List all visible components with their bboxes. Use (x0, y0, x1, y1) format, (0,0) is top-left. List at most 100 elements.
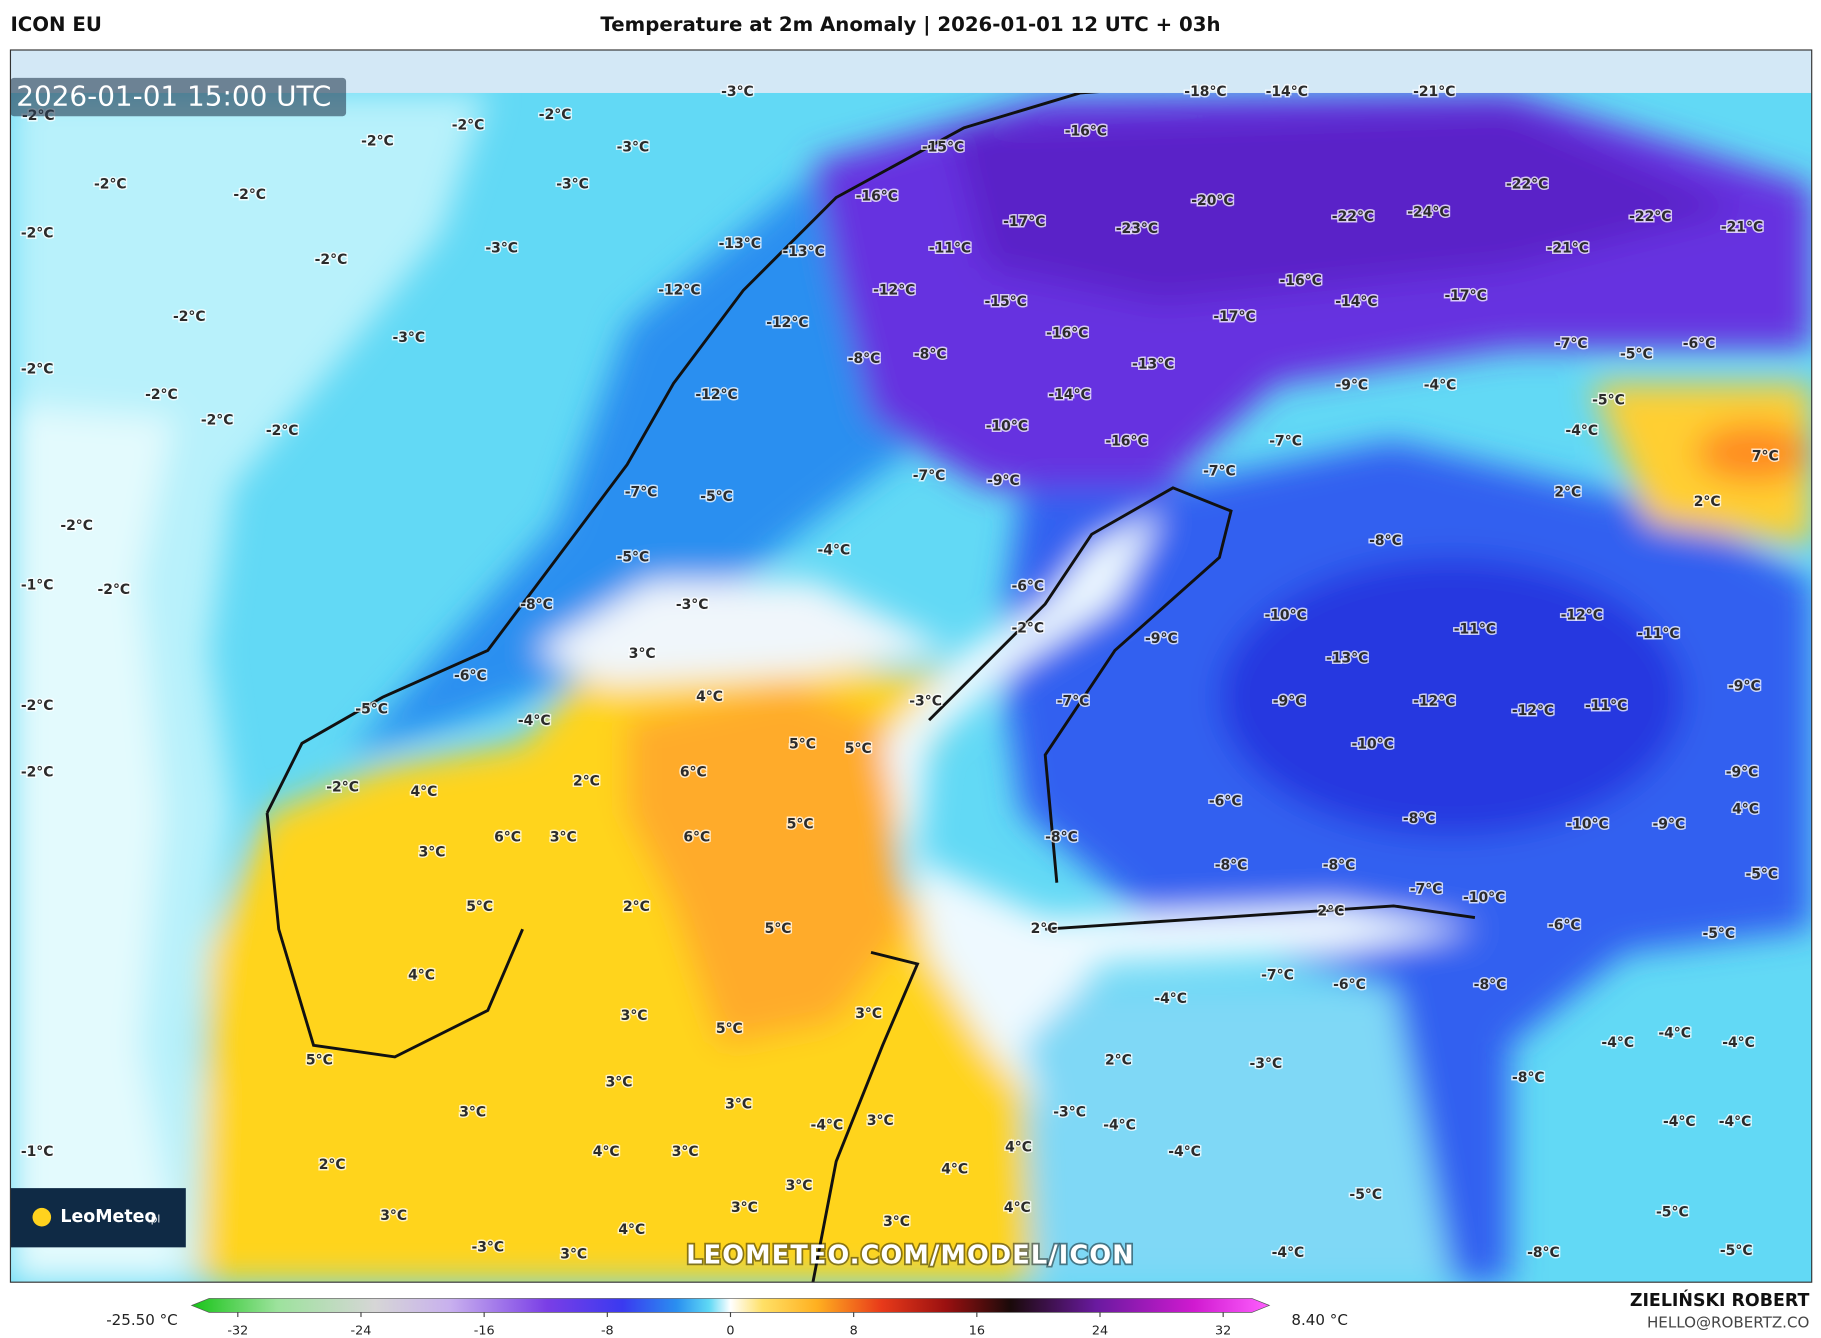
temperature-label: -23°C (1116, 221, 1158, 237)
temperature-label: -2°C (361, 134, 394, 150)
temperature-label: 4°C (1004, 1200, 1031, 1216)
temperature-label: -2°C (21, 225, 54, 241)
temperature-label: -15°C (922, 140, 964, 156)
colorbar-ramp (190, 1298, 1271, 1313)
temperature-label: 3°C (883, 1214, 910, 1230)
temperature-label: -8°C (1045, 829, 1078, 845)
temperature-label: -13°C (1132, 357, 1174, 373)
temperature-label: -3°C (1250, 1056, 1283, 1072)
temperature-label: 6°C (680, 764, 707, 780)
temperature-label: -2°C (21, 764, 54, 780)
temperature-label: -9°C (1726, 764, 1759, 780)
colorbar-tick-label: 32 (1215, 1323, 1231, 1338)
temperature-label: -8°C (1403, 811, 1436, 827)
temperature-label: -16°C (1105, 433, 1147, 449)
temperature-label: -4°C (811, 1117, 844, 1133)
temperature-label: 2°C (1554, 484, 1581, 500)
temperature-label: -2°C (201, 412, 234, 428)
temperature-label: -6°C (1209, 793, 1242, 809)
temperature-label: -12°C (1413, 694, 1455, 710)
temperature-label: -8°C (1369, 533, 1402, 549)
temperature-label: -8°C (914, 346, 947, 362)
temperature-label: -2°C (326, 779, 359, 795)
temperature-label: 4°C (1732, 802, 1759, 818)
temperature-label: -17°C (1444, 288, 1486, 304)
colorbar-max: 8.40 °C (1291, 1311, 1347, 1329)
colorbar-tick-label: -8 (601, 1323, 614, 1338)
temperature-label: -8°C (520, 597, 553, 613)
temperature-label: -6°C (1548, 918, 1581, 934)
temperature-label: -8°C (1512, 1070, 1545, 1086)
temperature-label: 2°C (573, 774, 600, 790)
temperature-label: -3°C (676, 597, 709, 613)
map-title: Temperature at 2m Anomaly | 2026-01-01 1… (600, 13, 1220, 36)
temperature-label: -2°C (173, 309, 206, 325)
temperature-label: -2°C (452, 117, 485, 133)
temperature-label: -6°C (454, 668, 487, 684)
temperature-label: -2°C (315, 252, 348, 268)
temperature-label: -2°C (539, 107, 572, 123)
temperature-label: -9°C (1728, 678, 1761, 694)
temperature-label: 3°C (855, 1006, 882, 1022)
colorbar-tick-label: -24 (351, 1323, 372, 1338)
temperature-label: 2°C (319, 1157, 346, 1173)
temperature-label: -22°C (1629, 209, 1671, 225)
temperature-label: -2°C (94, 177, 127, 193)
temperature-label: -5°C (700, 489, 733, 505)
temperature-label: -21°C (1721, 220, 1763, 236)
temperature-label: -5°C (355, 702, 388, 718)
temperature-label: 5°C (306, 1052, 333, 1068)
temperature-label: -9°C (1273, 694, 1306, 710)
temperature-label: 5°C (845, 741, 872, 757)
temperature-label: -4°C (1658, 1026, 1691, 1042)
temperature-label: 5°C (787, 817, 814, 833)
temperature-label: -12°C (1512, 703, 1554, 719)
temperature-label: -11°C (1454, 622, 1496, 638)
temperature-label: -4°C (1722, 1035, 1755, 1051)
temperature-label: -3°C (556, 177, 589, 193)
author: ZIELIŃSKI ROBERT (1630, 1289, 1810, 1311)
temperature-label: -14°C (1048, 387, 1090, 403)
temperature-label: 3°C (419, 844, 446, 860)
temperature-label: -10°C (986, 418, 1028, 434)
temperature-label: -5°C (1620, 346, 1653, 362)
temperature-label: -3°C (485, 241, 518, 257)
temperature-label: -13°C (1326, 651, 1368, 667)
temperature-label: -7°C (913, 468, 946, 484)
temperature-label: 2°C (623, 899, 650, 915)
temperature-label: -20°C (1191, 193, 1233, 209)
temperature-label: -9°C (1653, 817, 1686, 833)
temperature-label: -8°C (1323, 857, 1356, 873)
temperature-label: -4°C (1272, 1245, 1305, 1261)
temperature-label: -22°C (1506, 177, 1548, 193)
watermark: LEOMETEO.COM/MODEL/ICON (686, 1241, 1135, 1271)
temperature-label: -11°C (1585, 698, 1627, 714)
colorbar-min: -25.50 °C (106, 1311, 177, 1329)
temperature-label: -7°C (1555, 336, 1588, 352)
colorbar-tick-label: 8 (850, 1323, 858, 1338)
temperature-label: -2°C (21, 698, 54, 714)
temperature-label: -12°C (766, 315, 808, 331)
colorbar-tick-label: -32 (227, 1323, 248, 1338)
temperature-field (10, 92, 1812, 1283)
temperature-label: -12°C (658, 282, 700, 298)
temperature-label: -4°C (1601, 1035, 1634, 1051)
temperature-label: -5°C (617, 550, 650, 566)
temperature-label: -4°C (1168, 1144, 1201, 1160)
temperature-label: 4°C (593, 1144, 620, 1160)
temperature-label: -7°C (1203, 464, 1236, 480)
temperature-label: -3°C (392, 330, 425, 346)
temperature-label: -2°C (97, 582, 130, 598)
temperature-label: -8°C (1474, 977, 1507, 993)
temperature-label: 4°C (408, 968, 435, 984)
temperature-label: -3°C (471, 1239, 504, 1255)
temperature-label: -14°C (1335, 294, 1377, 310)
temperature-label: -2°C (21, 361, 54, 377)
temperature-label: 4°C (618, 1222, 645, 1238)
temperature-label: 3°C (550, 829, 577, 845)
temperature-label: -16°C (1280, 273, 1322, 289)
temperature-label: -9°C (1335, 378, 1368, 394)
temperature-label: 3°C (731, 1200, 758, 1216)
